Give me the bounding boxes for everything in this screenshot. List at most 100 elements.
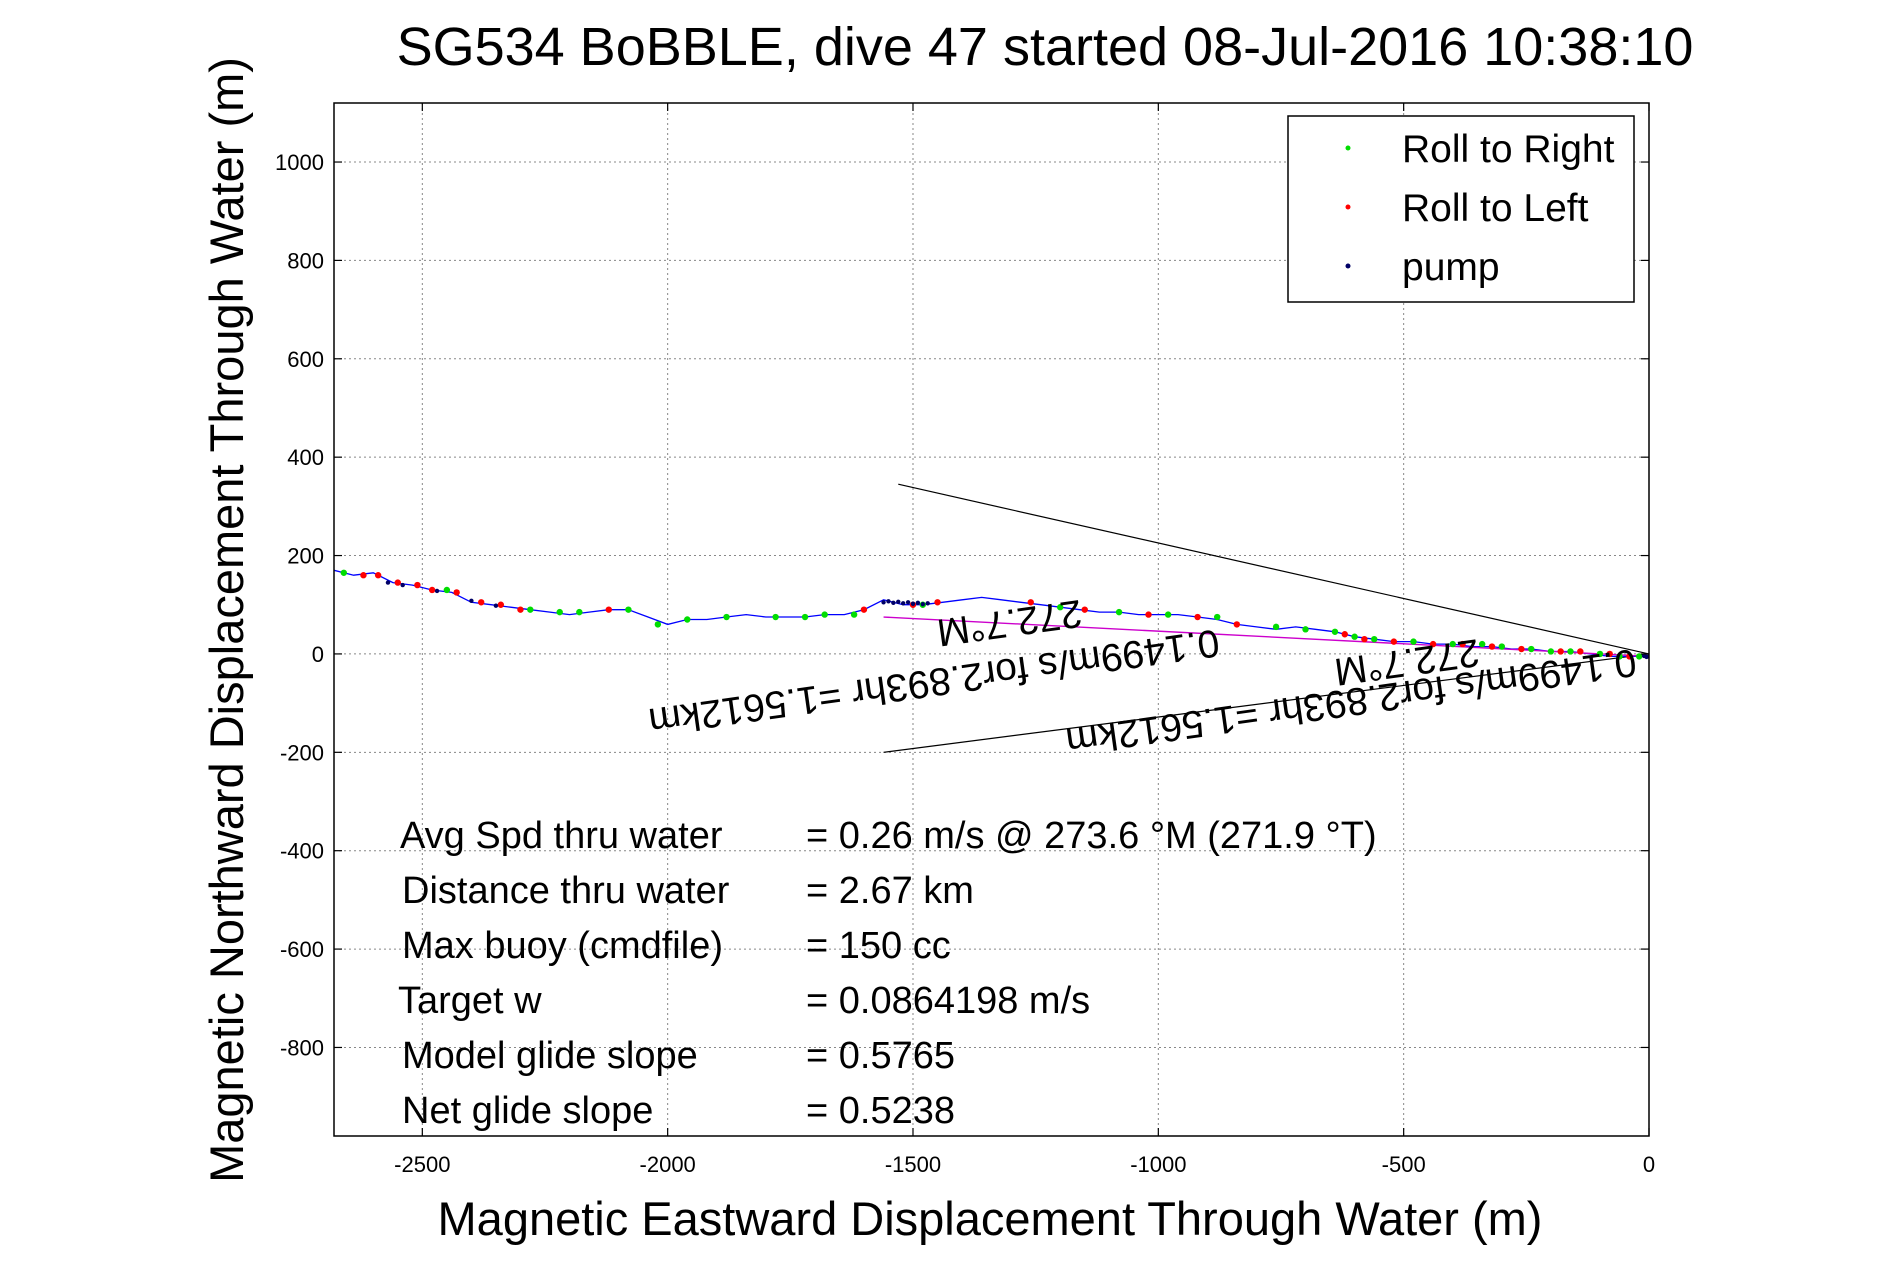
marker-right xyxy=(1164,611,1172,618)
marker-right xyxy=(1528,645,1535,653)
marker-right xyxy=(340,569,348,576)
marker-right xyxy=(1567,648,1574,655)
marker-right xyxy=(772,613,779,621)
marker-left xyxy=(1027,599,1034,606)
annotation-value: = 0.26 m/s @ 273.6 °M (271.9 °T) xyxy=(806,815,1377,857)
marker-left xyxy=(414,581,421,589)
annotation-label: Distance thru water xyxy=(402,870,730,912)
marker-right xyxy=(527,606,534,613)
marker-left xyxy=(1488,643,1496,650)
marker-left xyxy=(1606,650,1613,658)
marker-left xyxy=(1459,640,1466,648)
marker-left xyxy=(497,601,505,608)
marker-right xyxy=(625,606,632,613)
y-tick-label: -200 xyxy=(280,740,324,765)
marker-pump xyxy=(493,603,499,608)
marker-left xyxy=(1194,613,1201,621)
axis-ticks: -2500 -2000 -1500 -1000 -500 0100080060040020… xyxy=(275,103,1655,1177)
annotation-label: Model glide slope xyxy=(402,1035,698,1077)
legend: Roll to Right Roll to Left pump xyxy=(1287,115,1635,303)
annotation-value: = 150 cc xyxy=(806,925,951,967)
marker-left xyxy=(1361,635,1368,643)
marker-left xyxy=(1390,638,1398,645)
marker-right xyxy=(1596,650,1604,658)
marker-right xyxy=(801,613,809,621)
y-tick-label: 200 xyxy=(287,544,324,569)
marker-left xyxy=(1233,621,1241,628)
y-tick-label: 1000 xyxy=(275,150,324,175)
marker-left xyxy=(1626,653,1633,660)
marker-right xyxy=(1449,640,1456,648)
annotation-block: Avg Spd thru water = 0.26 m/s @ 273.6 °M … xyxy=(398,815,1377,1132)
marker-left xyxy=(374,572,382,579)
y-tick-label: -800 xyxy=(280,1035,324,1060)
marker-right xyxy=(576,608,583,616)
plot-series xyxy=(334,483,1649,753)
marker-left xyxy=(1081,606,1088,613)
annotation-label: Net glide slope xyxy=(402,1090,653,1132)
marker-left xyxy=(605,606,612,613)
marker-left xyxy=(428,586,436,594)
x-tick-label: 0 xyxy=(1643,1152,1655,1177)
y-tick-label: -400 xyxy=(280,839,324,864)
marker-right xyxy=(684,616,691,623)
marker-right xyxy=(1616,653,1623,660)
x-tick-label: -500 xyxy=(1382,1152,1426,1177)
marker-left xyxy=(1429,640,1437,648)
annotation-value: = 0.5765 xyxy=(806,1035,955,1077)
marker-right xyxy=(654,621,662,628)
x-tick-label: -2000 xyxy=(640,1152,696,1177)
marker-pump xyxy=(886,599,891,604)
marker-pump xyxy=(910,601,916,606)
marker-left xyxy=(478,599,485,606)
x-tick-label: -1500 xyxy=(885,1152,941,1177)
y-axis-label: Magnetic Northward Displacement Through … xyxy=(200,57,253,1183)
legend-marker xyxy=(1345,204,1351,210)
marker-pump xyxy=(891,600,896,605)
marker-left xyxy=(1145,611,1152,618)
marker-pump xyxy=(385,580,391,585)
y-tick-label: 800 xyxy=(287,248,324,273)
marker-right xyxy=(1371,635,1378,643)
annotation-label: Target w xyxy=(398,980,542,1022)
legend-box xyxy=(1287,115,1635,303)
legend-marker xyxy=(1345,263,1351,269)
marker-pump xyxy=(920,602,926,607)
marker-pump xyxy=(925,601,930,606)
marker-pump xyxy=(915,600,921,605)
y-tick-label: 600 xyxy=(287,347,324,372)
marker-right xyxy=(1115,608,1123,616)
marker-pump xyxy=(905,600,911,605)
marker-left xyxy=(1577,648,1584,655)
annotation-value: = 0.0864198 m/s xyxy=(806,980,1090,1022)
legend-label: pump xyxy=(1402,246,1500,289)
x-tick-label: -2500 xyxy=(394,1152,450,1177)
marker-left xyxy=(934,599,941,606)
marker-pump xyxy=(469,598,474,604)
chart-title: SG534 BoBBLE, dive 47 started 08-Jul-201… xyxy=(397,17,1694,77)
marker-pump xyxy=(896,599,901,604)
marker-right xyxy=(1635,653,1643,660)
y-tick-label: 400 xyxy=(287,445,324,470)
marker-right xyxy=(723,613,730,621)
y-tick-label: -600 xyxy=(280,937,324,962)
cone-line-upper xyxy=(898,483,1649,655)
marker-right xyxy=(1331,628,1339,635)
marker-right xyxy=(1547,648,1555,655)
marker-right xyxy=(850,611,858,618)
marker-right xyxy=(1272,623,1280,631)
marker-left xyxy=(394,579,401,586)
annotation-value: = 0.5238 xyxy=(806,1090,955,1132)
marker-left xyxy=(1557,648,1564,655)
marker-right xyxy=(1056,604,1064,611)
cone-line-lower xyxy=(883,653,1649,753)
marker-left xyxy=(1341,631,1348,638)
marker-right xyxy=(556,608,563,616)
y-tick-label: 0 xyxy=(312,642,324,667)
marker-left xyxy=(860,606,868,613)
marker-right xyxy=(1498,643,1505,650)
annotation-value: = 2.67 km xyxy=(806,870,974,912)
marker-right xyxy=(821,611,828,618)
marker-pump xyxy=(900,601,906,606)
legend-marker xyxy=(1345,145,1351,151)
